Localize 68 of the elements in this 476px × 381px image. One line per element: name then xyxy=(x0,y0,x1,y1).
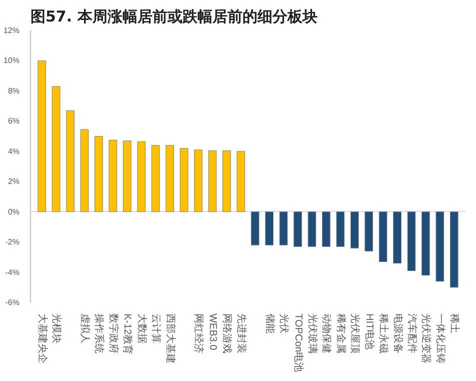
bar xyxy=(166,145,174,212)
x-tick-label: 储能 xyxy=(264,314,276,334)
bar xyxy=(322,212,330,247)
bar xyxy=(336,212,345,247)
x-tick-label: 电源设备 xyxy=(392,314,404,354)
x-tick-label: 光伏玻璃 xyxy=(306,314,318,354)
x-tick-label: 网红经济 xyxy=(192,314,205,354)
bar xyxy=(294,212,302,247)
x-tick-label: 大数据 xyxy=(136,314,148,344)
bar xyxy=(378,212,388,262)
x-tick-label: 一体化压铸 xyxy=(434,314,446,364)
y-tick-label: 2% xyxy=(8,177,20,186)
bar xyxy=(151,145,160,212)
chart-title: 图57. 本周涨幅居前或跌幅居前的细分板块 xyxy=(30,8,318,26)
x-tick-label: 云计算 xyxy=(150,314,162,344)
y-tick-label: -4% xyxy=(5,268,20,277)
bar xyxy=(393,212,402,264)
x-tick-label: K-12教育 xyxy=(122,314,134,355)
x-tick-label: 稀土 xyxy=(448,314,461,334)
x-tick-label: HIT电池 xyxy=(363,314,376,350)
bar xyxy=(436,212,444,282)
x-tick-label: 数字政府 xyxy=(107,314,120,354)
y-tick-label: 0% xyxy=(8,207,20,216)
x-tick-label: 动物保健 xyxy=(320,314,332,354)
x-tick-label: 先进封装 xyxy=(235,314,248,354)
x-tick-label: 稀土永磁 xyxy=(378,314,390,354)
x-tick-label: 操作系统 xyxy=(93,314,106,354)
bar xyxy=(52,86,60,212)
y-tick-label: 10% xyxy=(3,56,20,66)
x-tick-label: 稀有金属 xyxy=(334,314,347,354)
y-tick-label: 12% xyxy=(3,26,20,35)
bar xyxy=(308,212,316,247)
x-tick-label: 光伏 xyxy=(278,314,290,334)
y-tick-label: 4% xyxy=(8,146,20,156)
bar xyxy=(66,110,74,212)
bar xyxy=(194,150,202,212)
bar xyxy=(94,136,103,212)
x-tick-label: 虚拟人 xyxy=(79,314,92,344)
bar xyxy=(208,150,217,212)
x-tick-label: 光模块 xyxy=(50,314,63,344)
bar xyxy=(180,148,188,212)
bar xyxy=(137,141,146,212)
bar xyxy=(422,212,430,276)
x-tick-label: 光伏逆变器 xyxy=(420,314,432,364)
bar xyxy=(279,212,288,246)
y-tick-label: -2% xyxy=(5,238,20,247)
bar xyxy=(80,129,89,212)
bar xyxy=(108,140,118,212)
y-tick-label: -6% xyxy=(5,298,20,307)
x-tick-label: 大基建央企 xyxy=(36,314,48,364)
bar xyxy=(38,60,46,212)
bar xyxy=(350,212,359,248)
bar xyxy=(407,212,416,272)
bar xyxy=(265,212,274,246)
bar xyxy=(123,140,132,212)
bar xyxy=(236,151,246,212)
bar xyxy=(450,212,458,288)
y-tick-label: 6% xyxy=(8,116,20,126)
x-tick-label: 西部大基建 xyxy=(164,314,176,364)
x-tick-label: TOPCon电池 xyxy=(292,314,304,372)
x-tick-label: WEB3.0 xyxy=(206,314,218,351)
bar xyxy=(250,212,260,246)
x-tick-label: 光伏屋顶 xyxy=(349,314,362,354)
x-tick-label: 网络游戏 xyxy=(221,314,234,354)
bar xyxy=(222,150,231,212)
y-tick-label: 8% xyxy=(8,86,20,96)
bar xyxy=(364,212,373,252)
x-tick-label: 汽车配件 xyxy=(406,314,418,354)
